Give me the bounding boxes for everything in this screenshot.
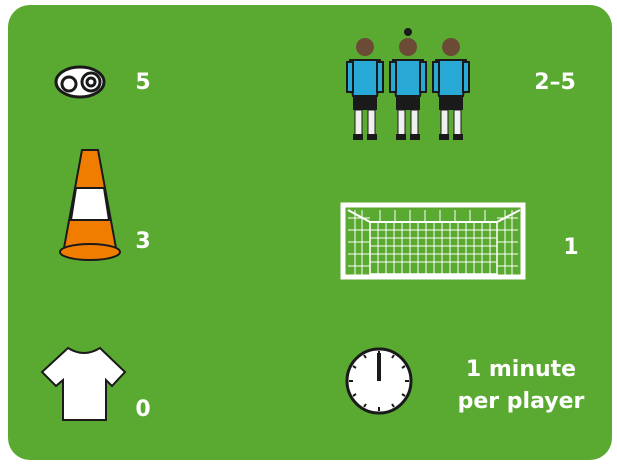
shirt-count: 0 <box>135 397 150 422</box>
time-line: 1 minute <box>466 357 576 382</box>
ball-icon <box>56 67 104 97</box>
time-line: per player <box>458 389 585 414</box>
player-count: 2–5 <box>534 70 576 95</box>
cone-count: 3 <box>135 229 150 254</box>
card: 5 2–5 3 1 0 <box>0 0 617 468</box>
clock-icon <box>347 349 411 413</box>
goal-count: 1 <box>563 235 578 260</box>
ball-count: 5 <box>135 70 150 95</box>
